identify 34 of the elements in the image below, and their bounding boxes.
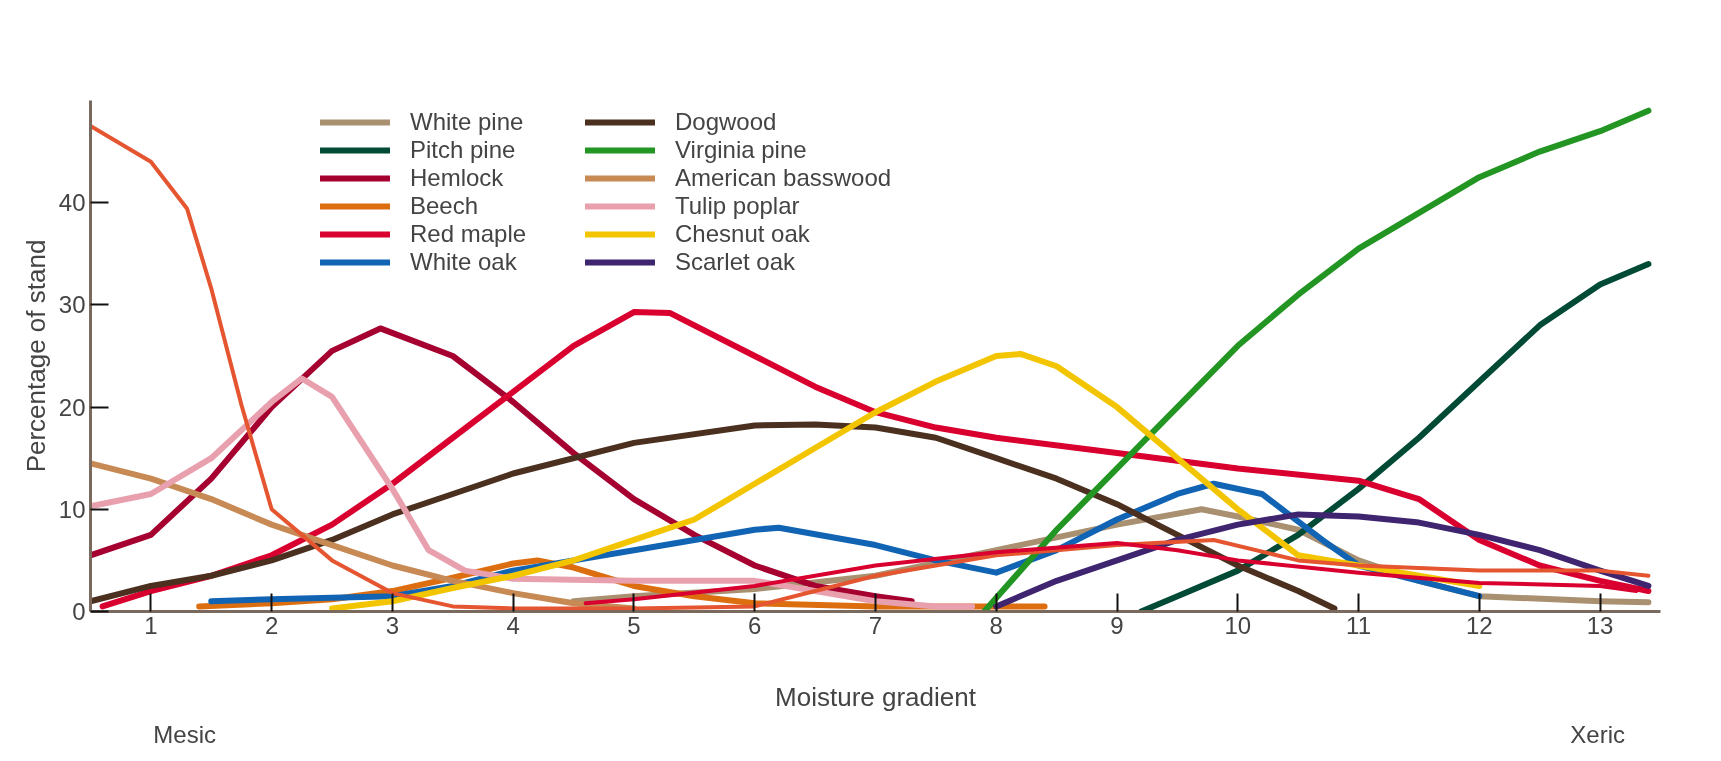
legend-label: Virginia pine [675, 136, 808, 164]
x-tick-label: 8 [989, 611, 1003, 639]
legend-label: Dogwood [675, 108, 778, 136]
x-tick-label: 4 [506, 611, 520, 639]
y-axis-title: Percentage of stand [20, 239, 51, 473]
x-tick-label: 13 [1586, 611, 1614, 639]
y-tick-label: 40 [58, 189, 86, 217]
x-tick-label: 12 [1466, 611, 1493, 639]
x-tick-label: 9 [1110, 611, 1124, 639]
x-tick-label: 11 [1346, 611, 1372, 639]
legend-label: Scarlet oak [675, 248, 797, 276]
legend-label: Chesnut oak [675, 220, 811, 248]
y-tick-label: 20 [58, 393, 86, 421]
y-tick-label: 0 [72, 598, 86, 625]
x-tick-label: 1 [144, 611, 158, 639]
legend-label: Pitch pine [410, 136, 517, 164]
x-tick-label: 2 [264, 611, 279, 639]
y-tick-label: 10 [58, 495, 86, 523]
x-tick-label: 10 [1224, 611, 1252, 639]
x-tick-label: 7 [868, 611, 883, 639]
x-tick-label: 3 [385, 611, 400, 639]
x-tick-label: 6 [748, 611, 762, 639]
legend-label: Beech [410, 192, 480, 220]
x-axis-title: Moisture gradient [775, 681, 977, 712]
legend-label: Red maple [410, 220, 528, 248]
legend-label: American basswood [675, 164, 892, 192]
x-tick-label: 5 [627, 611, 641, 639]
legend-label: Tulip poplar [675, 192, 801, 220]
legend-label: White oak [410, 248, 518, 276]
text: Xeric [1570, 720, 1626, 748]
y-tick-label: 30 [58, 291, 86, 319]
legend-label: White pine [410, 108, 525, 136]
legend-label: Hemlock [410, 164, 505, 192]
text: Mesic [153, 720, 217, 748]
